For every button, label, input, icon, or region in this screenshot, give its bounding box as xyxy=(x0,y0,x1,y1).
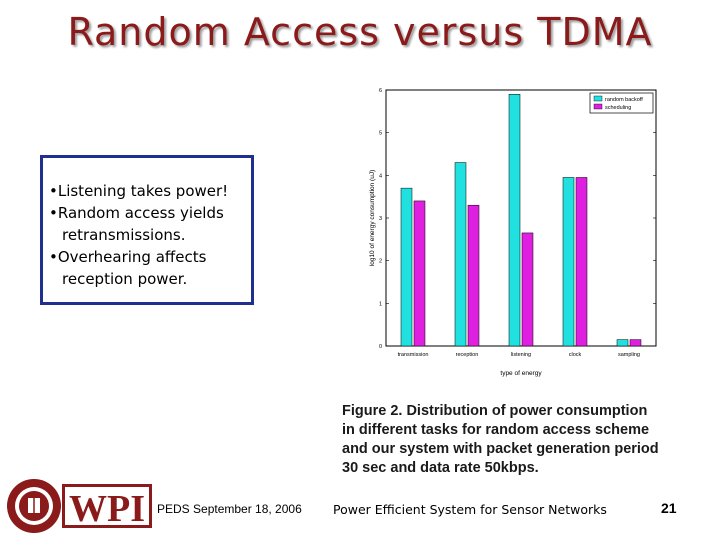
y-tick-label: 0 xyxy=(379,344,382,350)
bullet-box: •Listening takes power! •Random access y… xyxy=(40,155,254,305)
bar-scheduling-listening xyxy=(521,232,534,347)
x-axis-label: type of energy xyxy=(500,370,542,377)
legend-frame xyxy=(589,92,654,114)
y-axis-ticks: 0 1 2 3 4 5 6 xyxy=(379,88,656,350)
x-tick-label: clock xyxy=(569,352,582,358)
footer-date: PEDS September 18, 2006 xyxy=(157,502,302,516)
caption-line: 30 sec and data rate 50kbps. xyxy=(342,460,539,476)
bar-random-backoff-clock xyxy=(562,177,575,347)
bar-random-backoff-reception xyxy=(454,162,467,347)
x-tick-label: transmission xyxy=(398,352,429,358)
bullet-text: •Overhearing affects xyxy=(49,248,207,266)
bar-scheduling-sampling xyxy=(629,339,642,347)
x-tick-label: reception xyxy=(456,352,479,358)
y-tick-label: 4 xyxy=(379,173,382,179)
slide-title: Random Access versus TDMA xyxy=(67,10,653,54)
bar-scheduling-clock xyxy=(575,177,588,347)
bar-random-backoff-sampling xyxy=(616,339,629,347)
plot-frame xyxy=(385,89,657,347)
x-tick-label: listening xyxy=(511,352,531,358)
x-tick-label: sampling xyxy=(618,352,640,358)
bars-group xyxy=(400,94,642,347)
footer-title: Power Efficient System for Sensor Networ… xyxy=(333,502,607,517)
legend-swatch-random-backoff xyxy=(593,95,603,102)
y-tick-label: 5 xyxy=(379,131,382,137)
caption-line: Figure 2. Distribution of power consumpt… xyxy=(342,403,648,419)
logo-text: WPI xyxy=(69,488,145,530)
bullet-text: •Random access yields xyxy=(49,204,224,222)
bullet-text: •Listening takes power! xyxy=(49,182,229,200)
logo-bar-inner xyxy=(65,487,149,525)
figure-caption: Figure 2. Distribution of power consumpt… xyxy=(342,402,702,478)
bar-chart: 0 1 2 3 4 5 6 transmission reception listening cl… xyxy=(369,88,657,377)
legend-label-scheduling: scheduling xyxy=(605,105,631,111)
legend-swatch-scheduling xyxy=(593,103,603,110)
bar-random-backoff-listening xyxy=(508,94,521,347)
y-tick-label: 1 xyxy=(379,301,382,307)
legend-label-random-backoff: random backoff xyxy=(605,97,643,103)
bullet-text: reception power. xyxy=(62,270,188,288)
bullet-text: retransmissions. xyxy=(62,226,186,244)
x-axis-labels: transmission reception listening clock sampl… xyxy=(398,352,640,358)
y-tick-label: 3 xyxy=(379,216,382,222)
y-tick-label: 6 xyxy=(379,88,382,94)
y-tick-label: 2 xyxy=(379,259,382,265)
y-axis-label: log10 of energy consumption (uJ) xyxy=(369,170,376,266)
bar-random-backoff-transmission xyxy=(400,187,413,347)
bar-scheduling-transmission xyxy=(413,200,426,347)
caption-line: and our system with packet generation pe… xyxy=(342,441,659,457)
wpi-logo: WPI xyxy=(7,479,152,533)
bar-scheduling-reception xyxy=(467,204,480,347)
page-number: 21 xyxy=(661,500,677,516)
legend: random backoff scheduling xyxy=(589,92,654,114)
caption-line: in different tasks for random access sch… xyxy=(342,422,650,438)
